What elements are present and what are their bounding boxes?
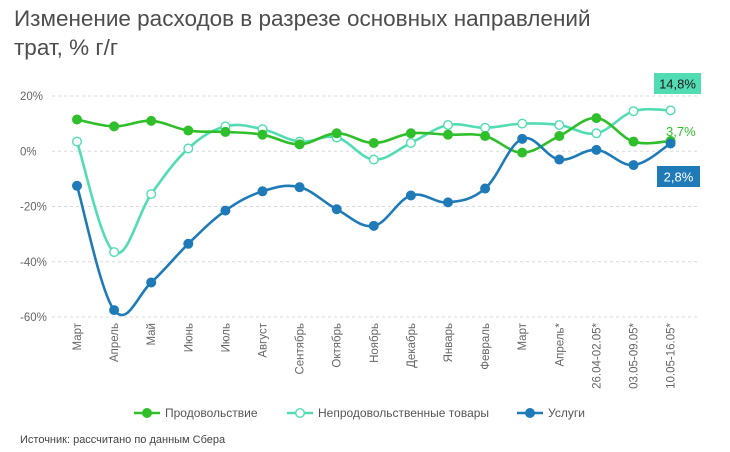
x-tick-label: Сентябрь: [295, 323, 307, 375]
y-tick-label: 0%: [20, 146, 37, 158]
data-point: [368, 154, 379, 165]
x-tick-label: Июль: [220, 323, 232, 352]
chart-title-line-1: Изменение расходов в разрезе основных на…: [14, 6, 591, 31]
x-tick-label: 10.05-16.05*: [666, 322, 678, 388]
y-tick-label: -40%: [20, 257, 47, 269]
legend-item: Продовольствие: [134, 406, 258, 420]
chart-title-line-2: трат, % г/г: [14, 35, 119, 60]
data-point: [665, 138, 676, 149]
y-tick-label: -60%: [20, 312, 47, 324]
data-point: [109, 121, 120, 132]
legend-label: Услуги: [548, 406, 585, 420]
x-tick-label: Ноябрь: [369, 323, 381, 363]
series-1: [71, 105, 676, 258]
data-point: [628, 136, 639, 147]
data-point: [146, 277, 157, 288]
legend-marker: [295, 408, 306, 419]
data-point: [257, 129, 268, 140]
end-label: 2,8%: [664, 170, 694, 185]
data-point: [480, 131, 491, 142]
x-tick-label: Февраль: [480, 323, 492, 370]
data-point: [405, 128, 416, 139]
series-line: [75, 107, 672, 255]
series-2: [71, 133, 676, 317]
data-point: [443, 129, 454, 140]
data-point: [443, 197, 454, 208]
data-point: [368, 220, 379, 231]
data-point: [220, 126, 231, 137]
end-label-box: [654, 73, 701, 94]
x-tick-label: Август: [258, 322, 270, 357]
data-point: [109, 247, 120, 258]
data-point: [665, 105, 676, 116]
data-point: [71, 136, 82, 147]
data-point: [183, 238, 194, 249]
data-point: [146, 189, 157, 200]
x-tick-label: Октябрь: [332, 323, 344, 368]
x-tick-label: Декабрь: [406, 323, 418, 368]
x-tick-label: Апрель*: [554, 322, 566, 366]
data-point: [294, 182, 305, 193]
data-point: [294, 139, 305, 150]
end-label: 14,8%: [659, 77, 696, 92]
data-point: [331, 204, 342, 215]
source-note: Источник: рассчитано по данным Сбера: [20, 434, 226, 446]
data-point: [554, 154, 565, 165]
data-point: [71, 180, 82, 191]
x-axis-labels: Март Апрель Май Июнь Июль Август Сентябрь Октяб…: [72, 322, 678, 389]
legend-item: Услуги: [517, 406, 585, 420]
chart-title: Изменение расходов в разрезе основных на…: [14, 4, 714, 62]
data-point: [554, 131, 565, 142]
data-point: [405, 190, 416, 201]
data-point: [480, 183, 491, 194]
legend-item: Непродовольственные товары: [287, 406, 489, 420]
x-tick-label: 26.04-02.05*: [591, 322, 603, 388]
legend-label: Непродовольственные товары: [318, 406, 489, 420]
legend-marker: [141, 408, 152, 419]
end-label: 3,7%: [666, 124, 696, 139]
x-tick-label: Май: [146, 323, 158, 346]
legend-label: Продовольствие: [165, 406, 258, 420]
data-point: [220, 205, 231, 216]
data-point: [554, 120, 565, 131]
data-point: [368, 137, 379, 148]
data-point: [591, 128, 602, 139]
data-point: [443, 120, 454, 131]
x-tick-label: 03.05-09.05*: [629, 322, 641, 388]
x-tick-label: Март: [517, 322, 529, 350]
data-point: [517, 147, 528, 158]
data-point: [183, 125, 194, 136]
legend-marker: [525, 408, 536, 419]
data-point: [628, 106, 639, 117]
data-point: [405, 137, 416, 148]
data-point: [146, 115, 157, 126]
data-point: [331, 128, 342, 139]
y-axis-labels: 20% 0% -20% -40% -60%: [20, 91, 47, 324]
series-0: [71, 113, 676, 158]
data-point: [591, 144, 602, 155]
data-point: [183, 143, 194, 154]
y-tick-label: -20%: [20, 202, 47, 214]
data-point: [109, 305, 120, 316]
x-tick-label: Июнь: [183, 323, 195, 352]
end-label-box: [657, 166, 700, 187]
data-point: [71, 114, 82, 125]
x-tick-label: Январь: [443, 323, 455, 362]
legend: Продовольствие Непродовольственные товары…: [134, 406, 585, 420]
data-point: [517, 118, 528, 129]
data-point: [480, 122, 491, 133]
y-tick-label: 20%: [20, 91, 43, 103]
x-tick-label: Март: [72, 322, 84, 350]
data-point: [257, 186, 268, 197]
data-point: [628, 160, 639, 171]
series-lines: [71, 105, 676, 317]
data-point: [591, 113, 602, 124]
data-point: [517, 133, 528, 144]
end-value-labels: 3,7% 14,8% 2,8%: [654, 73, 701, 187]
x-tick-label: Апрель: [109, 323, 121, 362]
